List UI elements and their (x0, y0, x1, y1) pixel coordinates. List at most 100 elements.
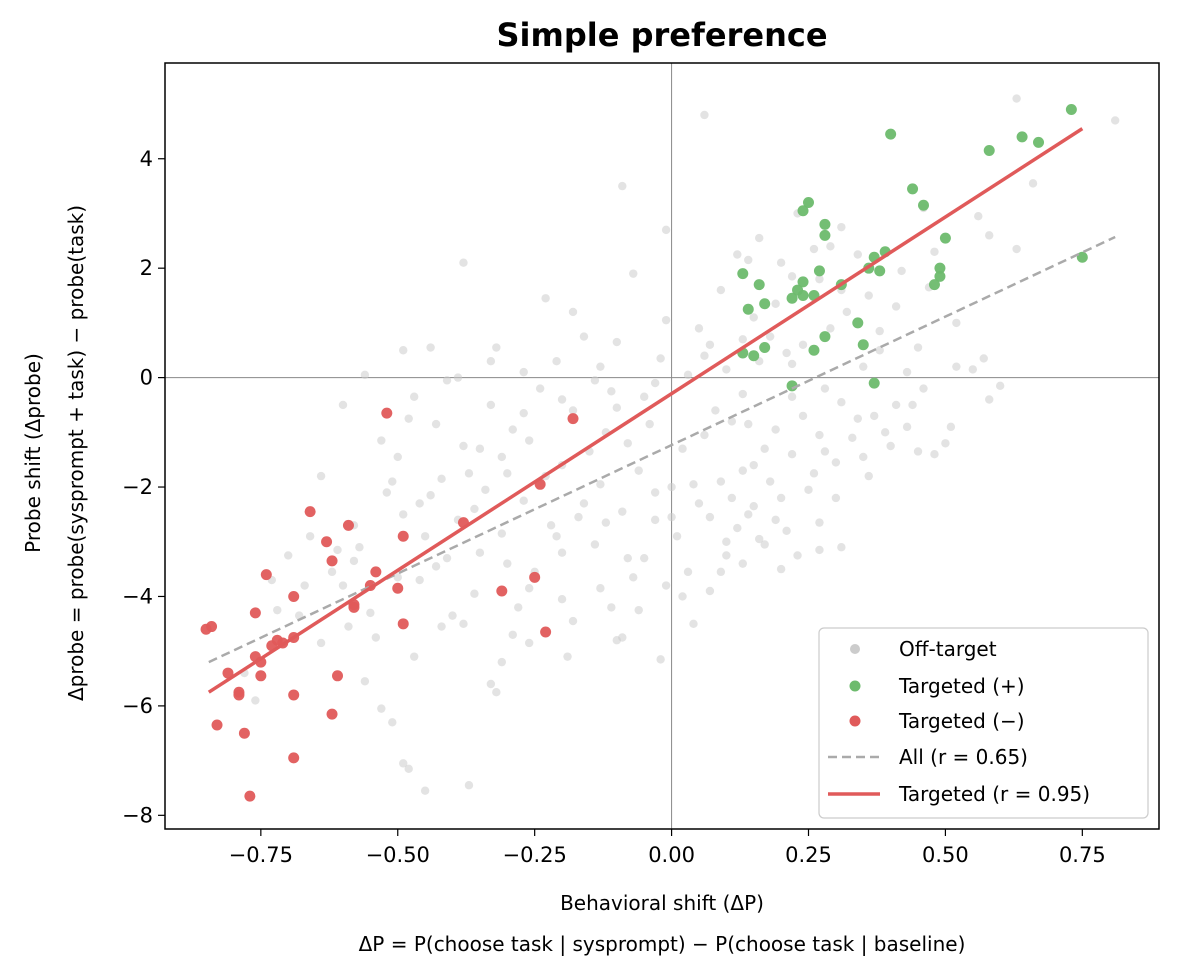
off-target-point (541, 294, 550, 303)
targeted-minus-point (397, 618, 409, 630)
off-target-point (952, 362, 961, 371)
off-target-point (470, 504, 479, 514)
y-tick-label: −6 (122, 694, 153, 718)
off-target-point (300, 581, 309, 590)
off-target-point (787, 450, 797, 459)
off-target-point (826, 324, 835, 333)
fit-line-all (208, 235, 1116, 664)
targeted-plus-point (819, 218, 831, 230)
off-target-point (377, 704, 386, 713)
off-target-point (694, 499, 704, 508)
plot-content (165, 63, 1159, 829)
off-target-point (448, 611, 457, 620)
off-target-point (650, 488, 660, 497)
off-target-point (842, 307, 852, 317)
off-target-point (985, 395, 994, 404)
off-target-point (607, 387, 616, 396)
off-target-point (470, 589, 479, 598)
off-target-point (557, 595, 567, 604)
off-target-point (316, 471, 326, 481)
off-target-point (404, 764, 413, 774)
off-target-point (979, 354, 988, 363)
off-target-point (481, 485, 490, 494)
targeted-plus-point (934, 262, 946, 274)
targeted-plus-point (868, 377, 880, 389)
off-target-point (837, 398, 846, 407)
off-target-point (831, 493, 841, 503)
off-target-point (524, 638, 534, 648)
off-target-point (667, 512, 676, 522)
off-target-point (782, 348, 791, 358)
off-target-point (634, 466, 643, 475)
off-target-point (568, 406, 578, 415)
off-target-point (552, 532, 561, 541)
off-target-point (590, 540, 600, 549)
off-target-point (399, 510, 408, 519)
off-target-point (388, 477, 397, 486)
targeted-minus-point (304, 506, 316, 518)
off-target-point (897, 266, 906, 276)
off-target-point (678, 444, 687, 453)
off-target-point (853, 250, 862, 259)
off-target-point (678, 592, 687, 601)
off-target-point (968, 365, 977, 374)
off-target-point (787, 359, 797, 369)
legend-marker-targeted-minus (849, 715, 861, 727)
off-target-point (650, 378, 660, 388)
off-target-point (618, 507, 627, 516)
off-target-point (316, 638, 326, 648)
off-target-point (749, 501, 758, 511)
off-target-point (371, 633, 381, 642)
off-target-point (579, 332, 589, 341)
off-target-point (519, 408, 528, 418)
off-target-point (815, 274, 824, 284)
legend-label-targeted-fit: Targeted (r = 0.95) (898, 782, 1090, 806)
off-target-point (744, 419, 753, 429)
off-target-point (251, 696, 260, 705)
off-target-point (815, 430, 824, 440)
off-target-point (338, 400, 348, 410)
off-target-point (744, 255, 753, 265)
off-target-point (464, 469, 474, 478)
legend-label-all: All (r = 0.65) (899, 745, 1028, 769)
targeted-minus-point (238, 727, 250, 739)
off-target-point (393, 452, 402, 462)
off-target-point (519, 367, 528, 377)
off-target-point (503, 469, 512, 478)
targeted-minus-point (342, 519, 354, 531)
off-target-point (694, 324, 704, 333)
off-target-point (497, 452, 507, 462)
off-target-point (727, 417, 737, 426)
off-target-point (623, 439, 632, 448)
off-target-point (596, 480, 605, 489)
y-tick-label: −2 (122, 475, 153, 499)
legend-marker-targeted-plus (849, 680, 861, 692)
off-target-point (546, 521, 556, 530)
off-target-point (366, 608, 375, 618)
legend-label-targeted-plus: Targeted (+) (898, 674, 1025, 698)
off-target-point (420, 532, 430, 541)
off-target-point (464, 781, 474, 790)
off-target-point (393, 573, 402, 582)
off-target-point (399, 346, 408, 355)
off-target-point (705, 586, 715, 596)
off-target-point (1110, 116, 1120, 125)
targeted-minus-point (288, 689, 300, 701)
x-tick-label: −0.25 (502, 843, 566, 867)
off-target-point (820, 384, 830, 393)
y-tick-label: −4 (122, 584, 153, 608)
off-target-point (891, 302, 901, 311)
targeted-plus-point (934, 270, 946, 282)
off-target-point (360, 677, 370, 686)
y-axis-formula: Δprobe = probe(sysprompt + task) − probe… (64, 205, 88, 701)
off-target-point (442, 376, 452, 385)
off-target-point (431, 419, 441, 429)
off-target-point (453, 373, 463, 382)
off-target-point (459, 619, 468, 629)
targeted-plus-point (852, 317, 864, 329)
off-target-point (995, 381, 1005, 391)
targeted-plus-point (983, 145, 995, 157)
off-target-point (415, 575, 424, 585)
off-target-point (716, 567, 726, 577)
